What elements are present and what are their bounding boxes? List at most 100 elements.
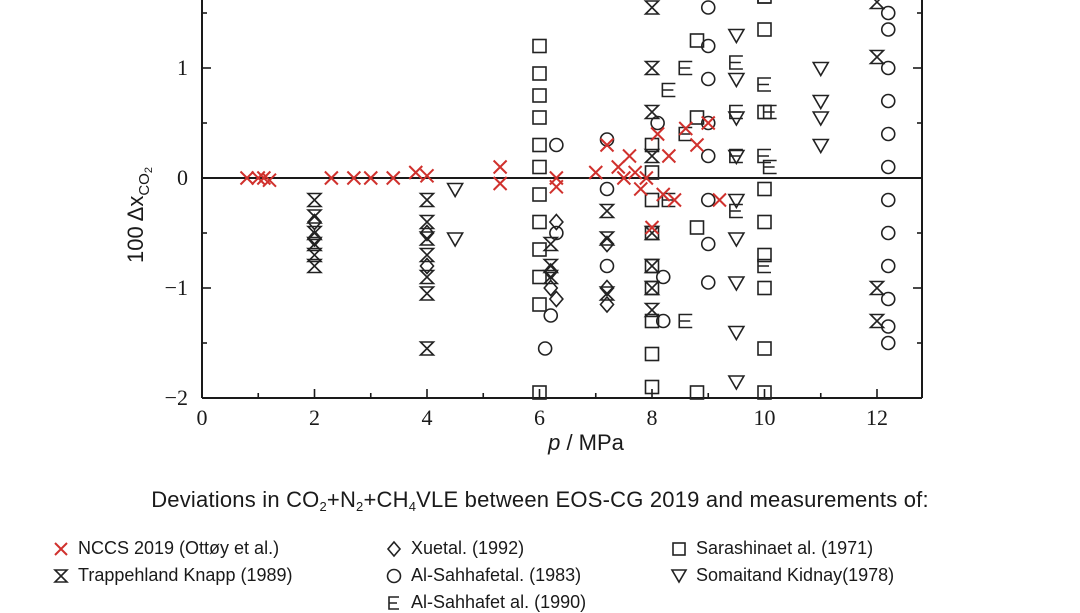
x-tick-label: 2	[309, 405, 320, 430]
data-point-hourglass	[643, 148, 661, 164]
data-point-circle	[700, 115, 716, 131]
data-point-circle	[549, 225, 564, 241]
legend-item-trappehl: Trappehland Knapp (1989)	[52, 565, 293, 586]
legend-item-somait: Somaitand Kidnay(1978)	[670, 565, 894, 586]
data-point-triangle-down	[811, 61, 830, 78]
data-point-circle	[650, 115, 665, 131]
data-point-x	[622, 148, 637, 164]
data-point-triangle-down	[446, 232, 465, 248]
data-point-hourglass	[868, 49, 886, 65]
data-point-x	[678, 121, 693, 136]
data-point-e-glyph	[661, 82, 676, 98]
data-point-square	[757, 22, 772, 37]
data-point-square	[757, 247, 772, 263]
data-point-hourglass	[542, 236, 560, 252]
data-point-triangle-down	[811, 111, 830, 127]
data-point-x	[492, 159, 508, 175]
data-point-square	[644, 379, 660, 395]
data-point-x	[419, 168, 435, 184]
data-point-square	[644, 346, 660, 362]
data-point-e-glyph	[762, 159, 777, 175]
data-point-circle	[880, 126, 896, 142]
data-point-circle	[880, 93, 896, 109]
data-point-e-glyph	[678, 60, 693, 76]
data-point-square	[757, 181, 772, 197]
data-point-square	[644, 313, 660, 329]
x-tick-label: 10	[754, 405, 776, 430]
data-point-x	[346, 170, 362, 186]
data-marks	[239, 0, 896, 400]
data-point-square	[532, 159, 547, 175]
data-point-circle	[700, 71, 716, 87]
data-point-square	[532, 38, 547, 54]
x-axis-label: p / MPa	[547, 430, 625, 455]
data-point-circle	[599, 258, 615, 274]
data-point-e-glyph	[678, 313, 693, 329]
data-point-circle	[700, 275, 716, 290]
data-point-x	[639, 170, 654, 186]
data-point-diamond	[599, 279, 615, 297]
data-point-circle	[880, 60, 896, 76]
hourglass-marker-icon	[53, 568, 69, 583]
data-point-triangle-down	[727, 375, 746, 391]
data-point-circle	[655, 269, 671, 285]
data-point-e-glyph	[757, 0, 771, 4]
e-marker-icon	[388, 595, 399, 610]
data-point-triangle-down	[727, 325, 746, 342]
data-point-x	[616, 170, 632, 186]
data-point-diamond	[548, 213, 564, 231]
data-point-e-glyph	[757, 77, 771, 92]
data-point-circle	[880, 192, 896, 208]
x-tick-label: 6	[534, 405, 545, 430]
data-point-circle	[880, 159, 896, 175]
data-point-x	[689, 137, 705, 153]
data-point-x	[656, 187, 671, 202]
legend-item-alsahhaf-1983: Al-Sahhafetal. (1983)	[385, 565, 581, 586]
data-point-triangle-down	[811, 94, 830, 111]
y-tick-label: 0	[177, 165, 188, 190]
data-point-square	[532, 110, 547, 125]
data-point-hourglass	[418, 231, 436, 246]
data-point-x	[611, 159, 626, 175]
data-point-diamond	[543, 262, 559, 281]
data-point-diamond	[306, 229, 323, 248]
legend-label: Al-Sahhafetal. (1983)	[411, 565, 582, 585]
data-point-square	[644, 258, 660, 274]
data-point-diamond	[543, 279, 559, 297]
x-tick-label: 0	[197, 405, 208, 430]
y-tick-label: −1	[165, 275, 188, 300]
data-point-diamond	[548, 290, 564, 308]
square-marker-icon	[672, 541, 686, 556]
data-point-x	[239, 170, 255, 186]
data-point-circle	[599, 181, 615, 197]
data-point-square	[532, 242, 547, 257]
data-point-hourglass	[643, 60, 661, 76]
data-point-x	[599, 137, 615, 153]
data-point-e-glyph	[729, 55, 743, 70]
y-tick-label: 1	[177, 55, 188, 80]
data-point-hourglass	[418, 192, 436, 208]
data-point-e-glyph	[729, 148, 743, 164]
axes: 0 2 4 6 8 10 12 −2 −1 0 1	[165, 0, 923, 430]
data-point-hourglass	[868, 313, 886, 329]
data-point-square	[757, 214, 772, 230]
data-point-triangle-down	[727, 72, 746, 89]
data-point-square	[532, 297, 547, 312]
legend-item-nccs: NCCS 2019 (Ottøy et al.)	[52, 538, 279, 559]
data-point-square	[532, 88, 547, 103]
data-point-triangle-down	[727, 193, 746, 210]
data-point-circle	[700, 38, 716, 54]
data-point-diamond	[599, 235, 615, 253]
data-point-circle	[880, 319, 896, 334]
x-tick-label: 12	[866, 405, 888, 430]
data-point-hourglass	[306, 247, 323, 263]
data-point-x	[633, 181, 648, 197]
legend-item-sarashina: Sarashinaet al. (1971)	[670, 538, 873, 559]
data-point-hourglass	[418, 286, 436, 301]
data-point-triangle-down	[446, 182, 465, 199]
data-point-circle	[880, 291, 896, 307]
x-tick-label: 8	[647, 405, 658, 430]
data-point-hourglass	[598, 231, 616, 246]
data-point-x	[644, 220, 660, 235]
data-point-x	[549, 179, 564, 195]
